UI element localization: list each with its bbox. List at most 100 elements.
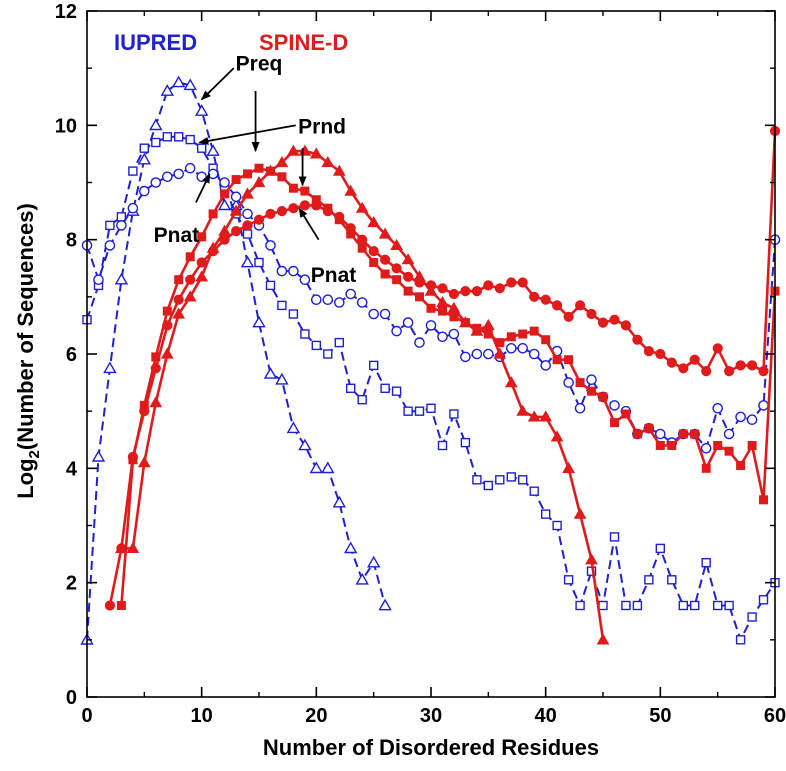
group-label-iupred: IUPRED [114,30,197,55]
data-point-circle [643,346,655,357]
series-line [120,166,777,606]
data-point-square [552,520,562,531]
data-point-circle [575,300,586,311]
data-point-square [563,575,574,585]
arrow-preq-iupred [200,67,235,101]
data-point-square [575,600,585,611]
data-point-circle [138,185,150,197]
data-point-square [300,329,310,339]
y-tick-label: 6 [66,344,77,366]
data-point-triangle [206,144,220,156]
data-point-circle [219,177,230,188]
data-point-square [426,403,436,413]
data-point-circle [184,162,196,174]
data-point-triangle [550,430,564,442]
data-point-square [369,360,379,371]
data-point-square [552,355,562,365]
data-point-square [288,183,298,193]
data-point-circle [368,246,379,257]
data-point-circle [460,351,471,363]
data-point-square [449,409,459,419]
data-point-circle [437,331,448,343]
y-tick-label: 12 [55,1,77,23]
data-point-circle [116,543,127,554]
x-tick-label: 60 [764,705,786,727]
data-point-square [724,600,734,611]
data-point-square [162,132,173,142]
data-point-circle [333,297,345,308]
data-point-circle [334,211,345,222]
data-point-circle [540,360,552,371]
data-point-square [713,600,723,611]
data-point-square [621,409,631,419]
data-point-triangle [332,164,346,176]
data-point-circle [310,294,322,306]
x-axis-title: Number of Disordered Residues [263,735,599,760]
data-point-square [277,300,287,311]
data-point-square [254,257,264,268]
data-point-circle [735,360,746,371]
data-point-triangle [390,238,403,250]
data-point-square [311,340,321,351]
data-point-square [391,386,402,396]
data-point-circle [700,442,712,454]
data-point-square [518,329,528,339]
data-point-square [174,275,184,285]
y-tick-label: 8 [66,230,77,252]
annotation-label-prnd: Prnd [298,115,346,138]
data-point-square [277,172,287,182]
data-point-square [495,338,505,348]
data-point-square [701,463,711,473]
arrow-pnat-iupred [195,173,211,203]
data-point-circle [231,226,242,237]
data-point-square [403,286,413,296]
data-point-circle [345,223,356,234]
data-point-circle [540,294,551,305]
data-point-square [323,349,333,359]
annotation-label-pnat: Pnat [311,264,357,287]
data-point-circle [678,363,689,374]
arrow-prnd-iupred [198,124,296,145]
data-point-square [472,323,482,333]
data-point-square [208,209,218,219]
y-axis-title: Log2(Number of Sequences) [13,203,43,499]
y-axis-title-main: Log [13,458,38,498]
data-point-circle [655,428,666,440]
data-point-triangle [562,461,575,473]
data-point-circle [712,343,723,354]
data-point-square [288,309,299,319]
data-point-square [426,303,436,313]
data-point-square [437,440,448,451]
data-point-triangle [527,410,541,422]
axes-layer: 0 10 20 30 40 50 60 0 2 4 6 8 10 12 [55,1,786,727]
data-point-square [735,635,746,645]
y-axis-title-rest: (Number of Sequences) [13,203,38,450]
data-point-circle [357,234,368,245]
data-point-triangle [149,118,163,131]
data-point-circle [552,300,563,311]
data-point-square [231,175,241,185]
data-point-circle [127,451,138,462]
data-point-triangle [366,555,381,568]
data-point-square [472,475,482,485]
annotation-layer: Preq Prnd Pnat Pnat [154,53,357,288]
data-point-triangle [240,255,255,268]
data-point-circle [701,366,712,377]
data-point-square [151,137,161,148]
y-tick-label: 0 [66,687,77,709]
data-point-square [242,229,253,239]
data-point-square [392,275,402,285]
data-point-square [173,132,184,142]
data-point-square [449,312,459,322]
data-point-triangle [171,75,186,88]
y-tick-label: 2 [66,573,77,595]
data-point-circle [265,208,276,219]
data-point-triangle [504,376,518,388]
data-point-circle [265,240,276,251]
data-point-circle [161,171,173,183]
data-point-triangle [183,290,197,302]
data-point-triangle [137,152,152,165]
data-point-triangle [493,347,507,359]
data-point-square [460,318,470,328]
data-point-triangle [114,272,129,285]
